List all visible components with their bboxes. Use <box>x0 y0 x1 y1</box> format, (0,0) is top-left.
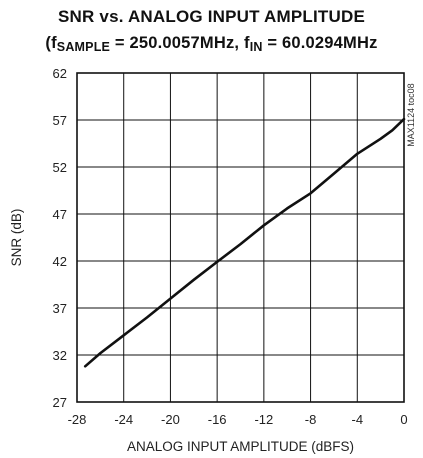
subtitle-middle: = 250.0057MHz, f <box>110 34 250 52</box>
plot-frame <box>76 72 405 403</box>
subtitle-prefix: (f <box>45 34 57 52</box>
x-tick-label: -24 <box>114 412 133 427</box>
subtitle-subscript-in: IN <box>249 40 263 54</box>
y-tick-label: 27 <box>53 395 67 410</box>
x-tick-label: 0 <box>400 412 407 427</box>
x-tick-label: -16 <box>208 412 227 427</box>
grid-lines <box>76 72 405 403</box>
x-tick-label: -8 <box>305 412 317 427</box>
y-tick-label: 57 <box>53 113 67 128</box>
figure-id-watermark: MAX1124 toc08 <box>406 83 416 146</box>
x-tick-labels: -28 -24 -20 -16 -12 -8 -4 0 <box>68 412 408 427</box>
series-line-1 <box>83 117 406 368</box>
x-tick-label: -20 <box>161 412 180 427</box>
x-tick-label: -4 <box>352 412 364 427</box>
x-tick-label: -12 <box>254 412 273 427</box>
chart-subtitle: (fSAMPLE = 250.0057MHz, fIN = 60.0294MHz <box>0 34 423 54</box>
y-tick-label: 32 <box>53 348 67 363</box>
y-tick-label: 37 <box>53 301 67 316</box>
y-tick-label: 52 <box>53 160 67 175</box>
x-axis-label: ANALOG INPUT AMPLITUDE (dBFS) <box>127 439 354 454</box>
y-axis-label: SNR (dB) <box>9 209 24 267</box>
subtitle-subscript-sample: SAMPLE <box>56 40 111 54</box>
x-tick-label: -28 <box>68 412 87 427</box>
y-tick-label: 47 <box>53 207 67 222</box>
chart-title: SNR vs. ANALOG INPUT AMPLITUDE <box>58 7 365 26</box>
y-tick-label: 62 <box>53 66 67 81</box>
series-layer <box>83 117 406 368</box>
y-tick-labels: 27 32 37 42 47 52 57 62 <box>53 66 67 410</box>
y-tick-label: 42 <box>53 254 67 269</box>
subtitle-suffix: = 60.0294MHz <box>262 34 378 52</box>
